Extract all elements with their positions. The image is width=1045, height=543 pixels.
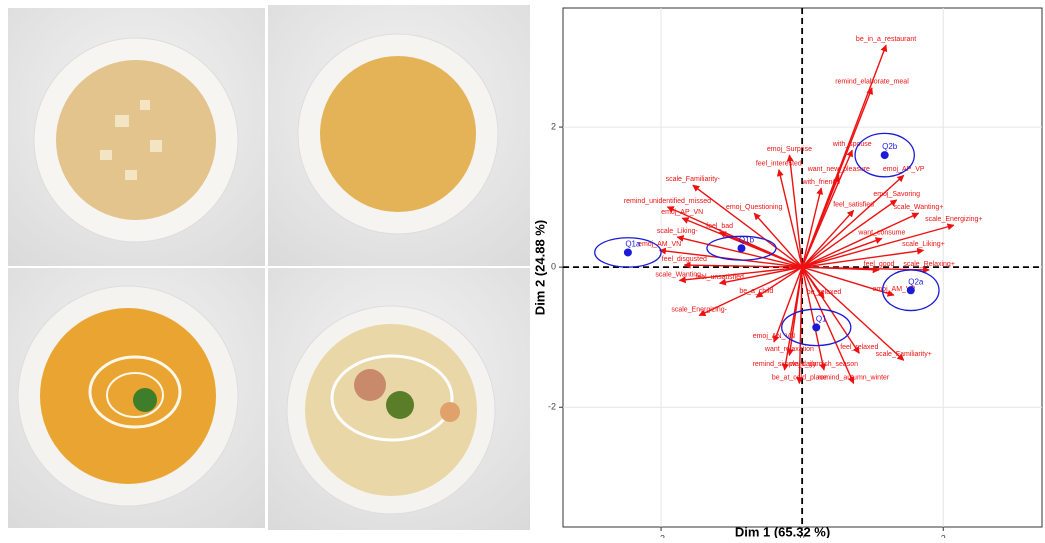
arrow-label: scale_Wanting- bbox=[655, 271, 704, 278]
biplot: -202-202be_in_a_restaurantremind_elabora… bbox=[532, 7, 1043, 543]
point-label: Q1a bbox=[625, 240, 641, 249]
arrow-label: want_relaxation bbox=[764, 346, 814, 353]
arrow-label: emoj_AM_VP bbox=[872, 286, 915, 293]
arrow bbox=[683, 261, 803, 269]
arrow-label: with_spouse bbox=[832, 141, 872, 148]
arrow-label: scale_Familiarity- bbox=[666, 176, 721, 183]
confidence-ellipse bbox=[706, 235, 777, 261]
arrow-label: feel_bad bbox=[706, 223, 733, 230]
arrow bbox=[802, 247, 925, 268]
arrow bbox=[718, 266, 803, 286]
arrow-label: feel_unsatisfied bbox=[695, 274, 744, 281]
arrow-label: with_friends bbox=[802, 179, 841, 186]
arrow bbox=[801, 267, 827, 371]
arrow bbox=[776, 169, 803, 268]
arrow-label: emoj_Questioning bbox=[726, 204, 783, 211]
arrow bbox=[801, 237, 883, 268]
x-tick-label: 2 bbox=[941, 533, 946, 538]
point-label: Q1 bbox=[816, 314, 827, 323]
arrow-label: scale_Energizing- bbox=[671, 306, 727, 313]
arrow bbox=[801, 212, 920, 268]
arrow bbox=[753, 212, 803, 268]
arrow-label: be_a_child bbox=[739, 288, 773, 295]
arrow-label: scale_Liking- bbox=[657, 228, 699, 235]
arrow bbox=[801, 266, 895, 297]
arrow-label: feel_satisfied bbox=[833, 201, 874, 208]
product-point bbox=[737, 244, 746, 253]
confidence-ellipse bbox=[594, 237, 662, 268]
arrow-label: feel_disgusted bbox=[662, 256, 707, 263]
arrow-label: scale_Liking+ bbox=[902, 241, 945, 248]
arrow bbox=[755, 266, 803, 298]
confidence-ellipse bbox=[781, 308, 852, 347]
arrow bbox=[786, 154, 803, 268]
arrow-label: emoj_Surprise bbox=[767, 146, 812, 153]
arrow bbox=[692, 184, 803, 268]
arrow bbox=[795, 267, 803, 385]
confidence-ellipse bbox=[854, 132, 915, 178]
arrow bbox=[782, 267, 803, 371]
arrow bbox=[801, 174, 840, 268]
arrow-label: remind_autumn_winter bbox=[818, 374, 890, 381]
product-point bbox=[906, 286, 915, 295]
arrow-label: scale_Energizing+ bbox=[925, 216, 982, 223]
y-axis-title: Dim 2 (24.88 %) bbox=[532, 220, 547, 315]
x-axis-title: Dim 1 (65.32 %) bbox=[735, 524, 830, 538]
arrow-label: emoj_Savoring bbox=[873, 191, 920, 198]
arrow bbox=[801, 223, 955, 268]
arrow bbox=[801, 174, 905, 268]
product-point bbox=[623, 248, 632, 257]
arrow-label: scale_Wanting+ bbox=[894, 204, 944, 211]
arrow-label: remind_unidentified_missed bbox=[624, 198, 711, 205]
arrow bbox=[801, 266, 905, 361]
arrow-label: want_new_pleasure bbox=[807, 166, 870, 173]
arrow-label: emoj_AP_VP bbox=[883, 166, 925, 173]
arrow-label: scale_Relaxing+ bbox=[903, 261, 955, 268]
arrow bbox=[801, 266, 855, 385]
confidence-ellipse bbox=[881, 269, 940, 312]
arrow-label: scale_Familiarity+ bbox=[876, 351, 932, 358]
product-point bbox=[880, 151, 889, 160]
arrow bbox=[676, 235, 803, 268]
arrow-label: feel_relaxed bbox=[840, 344, 878, 351]
point-label: Q1b bbox=[739, 235, 755, 244]
arrow bbox=[801, 209, 855, 268]
arrow bbox=[772, 266, 803, 343]
arrow-label: remind_simple_daily bbox=[753, 361, 817, 368]
y-tick-label: 2 bbox=[551, 121, 556, 131]
point-label: Q2b bbox=[882, 142, 898, 151]
y-tick-label: 0 bbox=[551, 262, 556, 272]
arrow-label: be_in_a_restaurant bbox=[856, 36, 916, 43]
arrow-label: be_at_cold_place bbox=[772, 374, 827, 381]
x-tick-label: -2 bbox=[657, 533, 665, 538]
product-point bbox=[812, 323, 821, 332]
arrow-label: want_garnish_season bbox=[789, 361, 858, 368]
arrow-label: want_consume bbox=[857, 229, 905, 236]
soup-photos bbox=[8, 5, 530, 530]
arrow bbox=[658, 247, 803, 268]
arrow bbox=[801, 187, 824, 268]
arrow-label: feel_good bbox=[864, 261, 895, 268]
arrow bbox=[698, 266, 803, 317]
arrow bbox=[801, 199, 898, 268]
arrow-label: be_relaxed bbox=[807, 289, 842, 296]
arrow-label: emoj_AM_VN bbox=[638, 241, 681, 248]
arrow-label: emoj_AN_VN bbox=[753, 333, 795, 340]
arrow bbox=[718, 231, 803, 268]
y-tick-label: -2 bbox=[548, 402, 556, 412]
arrow-label: remind_elaborate_meal bbox=[835, 79, 909, 86]
arrow-label: emoj_AP_VN bbox=[661, 209, 703, 216]
arrow bbox=[678, 266, 803, 284]
arrow-label: feel_interested bbox=[756, 161, 802, 168]
point-label: Q2a bbox=[908, 277, 924, 286]
